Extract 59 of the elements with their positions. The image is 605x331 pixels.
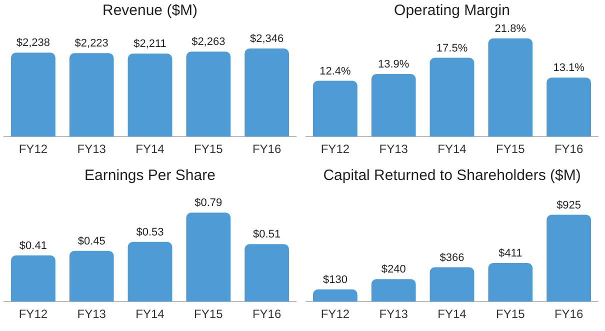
bar xyxy=(546,214,591,302)
data-label: $411 xyxy=(498,248,522,260)
x-tick-label: FY16 xyxy=(554,142,584,156)
data-label: $0.51 xyxy=(253,228,281,241)
data-label: $2,263 xyxy=(192,36,226,48)
data-label: $0.53 xyxy=(136,226,164,238)
chart-title: Earnings Per Share xyxy=(84,167,216,184)
bar xyxy=(244,244,289,302)
data-label: $2,346 xyxy=(250,33,284,46)
x-tick-label: FY13 xyxy=(379,307,408,322)
x-tick-label: FY16 xyxy=(554,307,584,322)
x-tick-label: FY14 xyxy=(136,307,165,322)
x-tick-label: FY13 xyxy=(77,307,106,322)
data-label: $2,211 xyxy=(134,38,166,50)
x-tick-label: FY12 xyxy=(18,307,48,322)
x-tick-label: FY15 xyxy=(496,307,526,322)
bar xyxy=(546,78,591,137)
bar xyxy=(313,80,358,137)
data-label: $130 xyxy=(322,274,348,286)
bar xyxy=(128,242,172,302)
data-label: $2,238 xyxy=(16,37,50,50)
x-tick-label: FY14 xyxy=(136,142,165,156)
data-label: 13.1% xyxy=(553,62,585,74)
x-tick-label: FY16 xyxy=(252,142,282,156)
x-tick-label: FY13 xyxy=(77,142,106,156)
bar xyxy=(371,279,416,302)
x-tick-label: FY15 xyxy=(194,142,224,156)
x-tick-label: FY14 xyxy=(438,142,467,156)
x-tick-label: FY14 xyxy=(438,307,467,322)
bar xyxy=(371,74,416,137)
chart-title: Revenue ($M) xyxy=(102,2,198,20)
bar xyxy=(11,255,56,302)
data-label: 12.4% xyxy=(320,65,352,78)
data-label: $2,223 xyxy=(74,38,108,50)
data-label: 13.9% xyxy=(378,58,410,71)
x-tick-label: FY12 xyxy=(320,142,350,156)
x-tick-label: FY15 xyxy=(496,142,526,156)
x-tick-label: FY13 xyxy=(379,142,408,156)
data-label: 21.8% xyxy=(494,22,526,35)
x-tick-label: FY12 xyxy=(18,142,48,156)
chart-title: Capital Returned to Shareholders ($M) xyxy=(323,167,581,184)
x-tick-label: FY15 xyxy=(194,307,224,322)
chart-title: Operating Margin xyxy=(394,2,510,20)
bar xyxy=(488,38,533,137)
data-label: 17.5% xyxy=(436,42,468,54)
x-tick-label: FY16 xyxy=(252,307,282,322)
x-tick-label: FY12 xyxy=(320,307,350,322)
bar xyxy=(430,267,474,302)
data-label: $0.79 xyxy=(194,197,222,210)
data-label: $0.41 xyxy=(19,240,47,252)
data-label: $240 xyxy=(381,264,406,276)
bar xyxy=(488,263,533,302)
data-label: $366 xyxy=(440,252,464,264)
bar xyxy=(430,58,474,137)
data-label: $925 xyxy=(556,199,582,212)
bar xyxy=(186,212,231,302)
bar xyxy=(69,250,114,302)
bar xyxy=(313,289,358,302)
data-label: $0.45 xyxy=(78,235,106,248)
